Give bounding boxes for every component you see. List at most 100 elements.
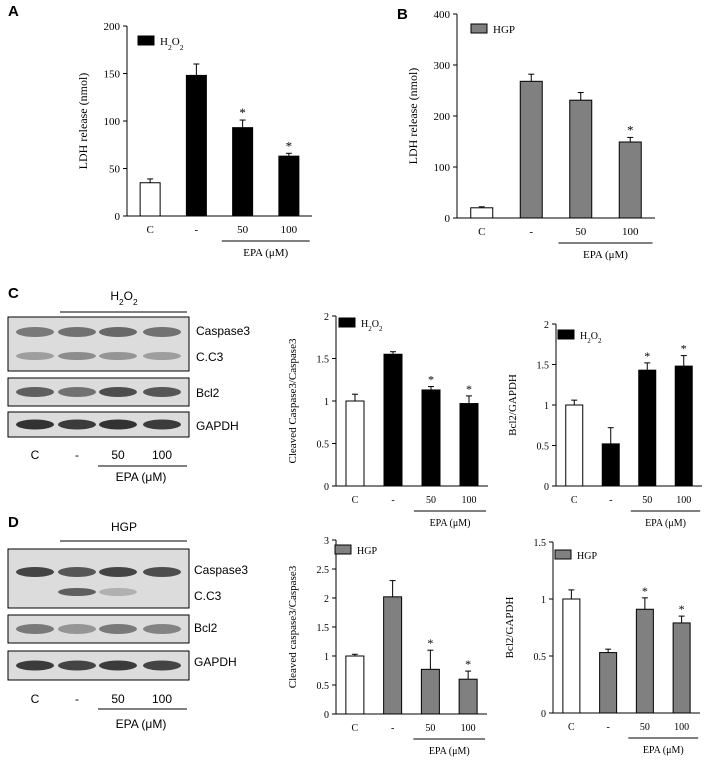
bar <box>345 655 365 715</box>
y-tick-label: 0.5 <box>537 442 550 453</box>
significance-star: * <box>627 122 634 137</box>
lane-label: - <box>75 692 79 706</box>
band-label: GAPDH <box>194 655 237 669</box>
band-caspase3 <box>99 327 137 337</box>
blot-membrane <box>7 548 190 609</box>
band-label: GAPDH <box>196 419 239 433</box>
group-label: EPA (μM) <box>430 518 471 529</box>
x-tick-label: C <box>146 224 153 236</box>
bar <box>383 596 403 715</box>
x-tick-label: C <box>352 495 359 506</box>
x-tick-label: C <box>571 495 578 506</box>
band-bcl2 <box>143 387 181 397</box>
x-tick-label: 100 <box>676 495 691 506</box>
band-caspase3 <box>58 327 96 337</box>
bar <box>562 598 581 714</box>
panel-label-c: C <box>8 285 19 302</box>
bar <box>420 668 440 715</box>
band-gapdh <box>16 660 54 671</box>
group-label: EPA (μM) <box>243 247 288 259</box>
y-axis-label: Cleaved Caspase3/Caspase3 <box>287 338 299 463</box>
significance-star: * <box>465 657 471 671</box>
blot-membrane <box>7 316 190 372</box>
bar <box>383 353 403 487</box>
x-tick-label: 50 <box>426 495 436 506</box>
x-tick-label: C <box>478 226 485 238</box>
western-blot-c: H2O2 Caspase3 C.C3 Bcl2 GAPDH C - 50 100 EPA (μM) <box>7 289 250 484</box>
band-bcl2 <box>16 387 54 397</box>
x-tick-label: 50 <box>425 723 435 734</box>
x-tick-label: 100 <box>281 224 298 236</box>
chart-a-ldh-h2o2: 0 50 100 150 200 LDH release (nmol) H2O2 C - * 50 *… <box>76 21 312 259</box>
y-tick-label: 0.5 <box>317 440 330 451</box>
band-caspase3 <box>16 567 54 577</box>
western-blot-d: HGP Caspase3 C.C3 Bcl2 GAPDH C - 50 100 EPA (μM) <box>7 520 248 731</box>
legend-swatch <box>137 35 155 46</box>
x-tick-label: 100 <box>462 495 477 506</box>
panel-label-a: A <box>8 3 19 20</box>
x-tick-label: 100 <box>674 722 689 733</box>
band-label: C.C3 <box>196 350 224 364</box>
y-tick-label: 0 <box>115 211 121 223</box>
treatment-label: H2O2 <box>110 289 138 307</box>
y-tick-label: 300 <box>434 60 451 72</box>
bar <box>232 127 254 217</box>
significance-star: * <box>239 105 246 120</box>
band-gapdh <box>143 419 181 430</box>
y-tick-label: 1 <box>541 595 546 606</box>
legend-label: HGP <box>577 551 597 562</box>
legend-label: H2O2 <box>361 319 383 333</box>
significance-star: * <box>286 138 293 153</box>
x-tick-label: - <box>195 224 199 236</box>
y-tick-label: 0.5 <box>534 652 547 663</box>
panel-label-d: D <box>8 514 19 531</box>
x-tick-label: - <box>391 495 394 506</box>
y-tick-label: 400 <box>434 9 451 21</box>
x-tick-label: C <box>568 722 575 733</box>
panel-label-b: B <box>397 6 408 23</box>
x-tick-label: 100 <box>622 226 639 238</box>
bar <box>599 652 618 714</box>
y-tick-label: 50 <box>109 164 121 176</box>
x-tick-label: 50 <box>640 722 650 733</box>
bar <box>672 622 691 714</box>
group-label: EPA (μM) <box>116 717 167 731</box>
y-tick-label: 1.5 <box>537 361 550 372</box>
chart-c-bcl2: 0 0.5 1 1.5 2 Bcl2/GAPDH H2O2 C - * 50 * 100 EPA (μM) <box>507 320 702 529</box>
y-tick-label: 100 <box>104 116 121 128</box>
band-label: Caspase3 <box>196 324 250 338</box>
band-cleaved-caspase3 <box>58 352 96 360</box>
band-bcl2 <box>58 624 96 634</box>
x-tick-label: - <box>529 226 533 238</box>
legend-label: HGP <box>357 546 377 557</box>
y-axis-label: LDH release (nmol) <box>76 73 90 170</box>
chart-d-bcl2: 0 0.5 1 1.5 Bcl2/GAPDH HGP C - * 50 * 100 EPA (μM) <box>504 538 700 756</box>
y-tick-label: 1.5 <box>317 623 330 634</box>
y-tick-label: 2 <box>324 312 329 323</box>
x-tick-label: - <box>606 722 609 733</box>
group-label: EPA (μM) <box>645 518 686 529</box>
lane-label: 100 <box>152 692 172 706</box>
lane-label: - <box>75 448 79 462</box>
band-gapdh <box>99 660 137 671</box>
y-tick-label: 1.5 <box>534 538 547 549</box>
band-caspase3 <box>58 567 96 577</box>
legend-swatch <box>338 317 356 328</box>
lane-label: 50 <box>111 448 125 462</box>
bar <box>565 404 584 487</box>
band-bcl2 <box>143 624 181 634</box>
y-tick-label: 0 <box>541 709 546 720</box>
chart-c-cleaved-caspase3: 0 0.5 1 1.5 2 Cleaved Caspase3/Caspase3 H2O2 C -… <box>287 312 488 529</box>
bar <box>601 443 620 487</box>
legend-swatch <box>470 23 488 34</box>
significance-star: * <box>466 382 472 396</box>
band-bcl2 <box>58 387 96 397</box>
x-tick-label: 50 <box>237 224 249 236</box>
y-tick-label: 2 <box>544 320 549 331</box>
y-tick-label: 1 <box>324 652 329 663</box>
bar <box>185 74 207 217</box>
y-tick-label: 1 <box>544 401 549 412</box>
y-axis-label: Cleaved caspase3/Caspase3 <box>287 565 299 688</box>
band-cleaved-caspase3 <box>99 588 137 596</box>
